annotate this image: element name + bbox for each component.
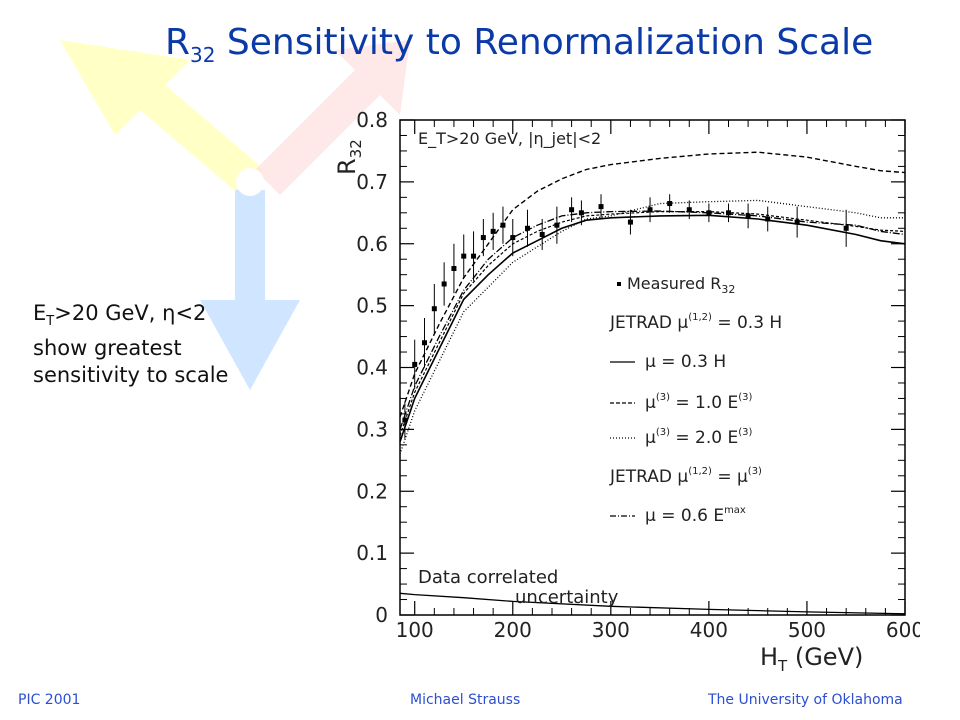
curve-uncertainty — [399, 592, 906, 615]
legend-jetrad2: JETRAD μ(1,2) = μ(3) — [609, 466, 762, 487]
y-tick-label: 0.3 — [356, 417, 388, 441]
data-point — [441, 281, 447, 287]
data-point — [431, 306, 437, 312]
data-point — [686, 207, 692, 213]
data-point — [725, 210, 731, 216]
annotation-line2: uncertainty — [515, 587, 619, 608]
x-tick-label: 300 — [592, 618, 630, 642]
y-axis: 0 0.1 0.2 0.3 0.4 0.5 0.6 0.7 0.8 — [356, 108, 905, 627]
data-point — [510, 235, 516, 241]
y-tick-label: 0.4 — [356, 356, 388, 380]
data-point — [451, 266, 457, 271]
data-point — [627, 219, 633, 225]
data-point — [480, 235, 486, 241]
theory-curves — [399, 151, 906, 615]
legend-s3: μ(3) = 2.0 E(3) — [645, 427, 752, 448]
data-point — [667, 201, 673, 207]
side-note: ET>20 GeV, η<2 show greatest sensitivity… — [33, 300, 228, 389]
data-point — [490, 228, 496, 234]
data-point — [500, 222, 506, 228]
data-point — [706, 210, 712, 216]
y-tick-label: 0.5 — [356, 294, 388, 318]
slide-title: R32 Sensitivity to Renormalization Scale — [165, 22, 874, 68]
x-tick-label: 200 — [494, 618, 532, 642]
legend-s2: μ(3) = 1.0 E(3) — [645, 392, 752, 413]
annotation-line1: Data correlated — [418, 567, 558, 588]
curve-dashdot — [399, 210, 906, 430]
x-tick-label: 400 — [690, 618, 728, 642]
legend-measured: Measured R32 — [627, 274, 735, 296]
footer-right: The University of Oklahoma — [708, 692, 903, 708]
data-point — [471, 253, 477, 259]
yellow-arrow — [60, 40, 265, 195]
x-tick-label: 500 — [788, 618, 826, 642]
data-point — [843, 225, 849, 231]
data-point — [598, 204, 604, 210]
cut-label: E_T>20 GeV, |η_jet|<2 — [418, 129, 601, 149]
y-tick-label: 0.8 — [356, 108, 388, 132]
legend: Measured R32 JETRAD μ(1,2) = 0.3 H μ = 0… — [609, 274, 782, 526]
r32-chart: 0 0.1 0.2 0.3 0.4 0.5 0.6 0.7 0.8 100 200 300 400 50… — [333, 108, 920, 675]
pink-arrow — [255, 40, 410, 195]
data-point — [794, 219, 800, 225]
y-tick-label: 0.2 — [356, 479, 388, 503]
y-tick-label: 0.7 — [356, 170, 388, 194]
data-point — [745, 213, 751, 219]
side-note-line1: ET>20 GeV, η<2 — [33, 301, 207, 330]
data-point — [524, 225, 530, 231]
legend-s4: μ = 0.6 Emax — [645, 505, 746, 526]
x-tick-label: 600 — [886, 618, 920, 642]
data-point — [539, 231, 545, 237]
data-point — [569, 207, 575, 213]
data-point — [647, 207, 653, 213]
legend-marker-measured — [617, 282, 621, 286]
data-point — [554, 222, 560, 228]
x-tick-label: 100 — [396, 618, 434, 642]
y-tick-label: 0 — [375, 603, 388, 627]
y-tick-label: 0.6 — [356, 232, 388, 256]
measured-points — [402, 194, 849, 439]
curve-dash2 — [399, 211, 906, 436]
data-point — [412, 361, 418, 367]
data-point — [461, 253, 467, 259]
data-point — [765, 216, 771, 222]
y-axis-label: R32 — [333, 139, 365, 175]
side-note-line3: sensitivity to scale — [33, 363, 229, 388]
blue-arrow — [200, 190, 300, 390]
data-point — [578, 210, 584, 216]
x-axis: 100 200 300 400 500 600 — [396, 120, 920, 642]
footer-center: Michael Strauss — [410, 692, 521, 708]
curve-dashed — [399, 151, 906, 418]
curve-solid — [399, 214, 906, 443]
x-axis-label: HT (GeV) — [760, 643, 863, 675]
legend-s1: μ = 0.3 H — [645, 352, 726, 372]
y-tick-label: 0.1 — [356, 541, 388, 565]
data-point — [402, 417, 408, 423]
footer-left: PIC 2001 — [18, 692, 81, 708]
legend-jetrad1: JETRAD μ(1,2) = 0.3 H — [609, 312, 782, 333]
side-note-line2: show greatest — [33, 336, 182, 361]
arrow-hub — [236, 168, 264, 196]
data-point — [422, 340, 428, 346]
